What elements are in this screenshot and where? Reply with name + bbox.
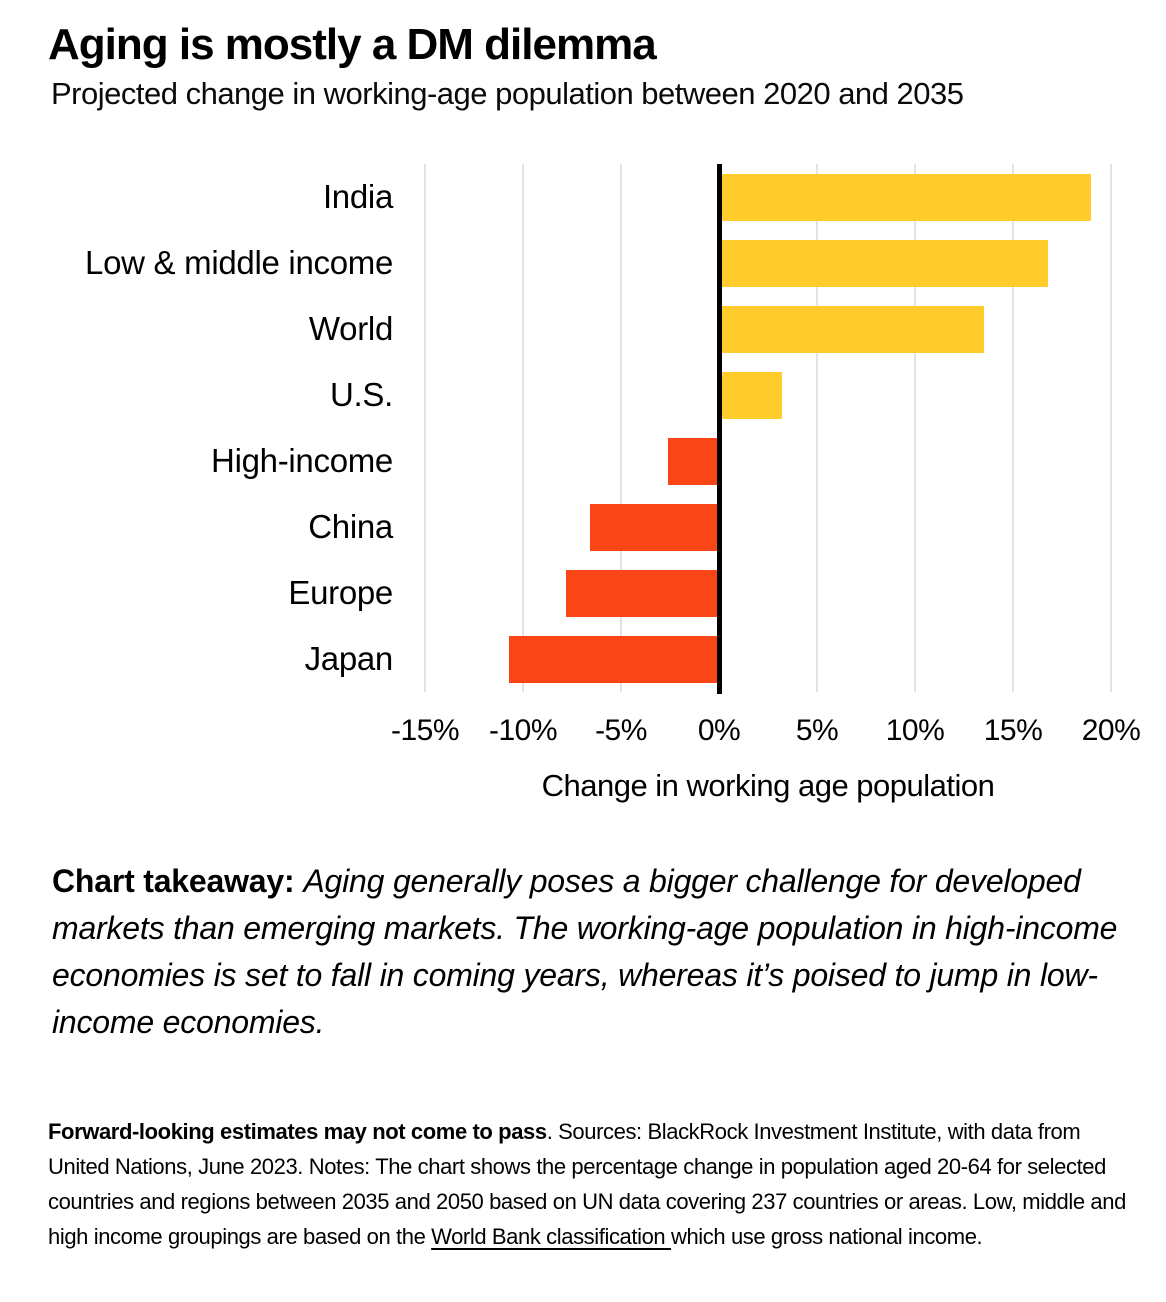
x-tick-label: 20% — [1081, 714, 1141, 747]
category-label-europe: Europe — [288, 574, 393, 611]
footnote-sources-text: . Sources: BlackRock Investment Institut… — [48, 1119, 1126, 1249]
gridline — [522, 164, 524, 692]
bar-world — [719, 305, 984, 353]
gridline — [620, 164, 622, 692]
bar-u-s — [719, 371, 782, 419]
x-tick-label: -15% — [390, 714, 460, 747]
footnote: Forward-looking estimates may not come t… — [48, 1114, 1144, 1254]
zero-axis-line — [717, 164, 722, 694]
page-title: Aging is mostly a DM dilemma — [48, 20, 657, 69]
category-label-china: China — [308, 508, 393, 545]
bar-india — [719, 173, 1092, 221]
footnote-ending-text: which use gross national income. — [670, 1224, 983, 1249]
bar-chart-plot-area — [424, 164, 1112, 694]
world-bank-classification-link[interactable]: World Bank classification — [431, 1224, 671, 1249]
category-label-india: India — [322, 178, 393, 215]
gridline — [1012, 164, 1014, 692]
category-label-high-income: High-income — [211, 442, 393, 479]
x-tick-label: 0% — [697, 714, 741, 747]
x-axis-title: Change in working age population — [541, 768, 995, 803]
gridline — [816, 164, 818, 692]
x-axis-tick-labels: -15% -10% -5% 0% 5% 10% 15% 20% — [391, 714, 1141, 754]
bar-high-income — [668, 437, 719, 485]
takeaway-text: Aging generally poses a bigger challenge… — [52, 863, 1118, 1040]
bar-europe — [566, 569, 719, 617]
x-tick-label: -10% — [488, 714, 558, 747]
category-axis: India Low & middle income World U.S. High-in… — [0, 164, 393, 692]
chart-subtitle: Projected change in working-age populati… — [51, 76, 964, 111]
category-label-low-middle-income: Low & middle income — [85, 244, 393, 281]
x-tick-label: 10% — [885, 714, 945, 747]
footnote-disclaimer: Forward-looking estimates may not come t… — [48, 1119, 547, 1144]
takeaway-label: Chart takeaway: — [52, 863, 295, 899]
category-label-world: World — [308, 310, 393, 347]
bar-japan — [509, 635, 719, 683]
category-label-japan: Japan — [304, 640, 394, 677]
gridline — [914, 164, 916, 692]
x-tick-label: 5% — [795, 714, 839, 747]
chart-takeaway: Chart takeaway: Aging generally poses a b… — [52, 858, 1130, 1046]
bar-china — [589, 503, 719, 551]
x-tick-label: -5% — [595, 714, 647, 747]
gridline — [424, 164, 426, 692]
gridline — [1110, 164, 1112, 692]
category-label-u-s: U.S. — [330, 376, 393, 413]
bar-low-middle-income — [719, 239, 1049, 287]
x-tick-label: 15% — [983, 714, 1043, 747]
